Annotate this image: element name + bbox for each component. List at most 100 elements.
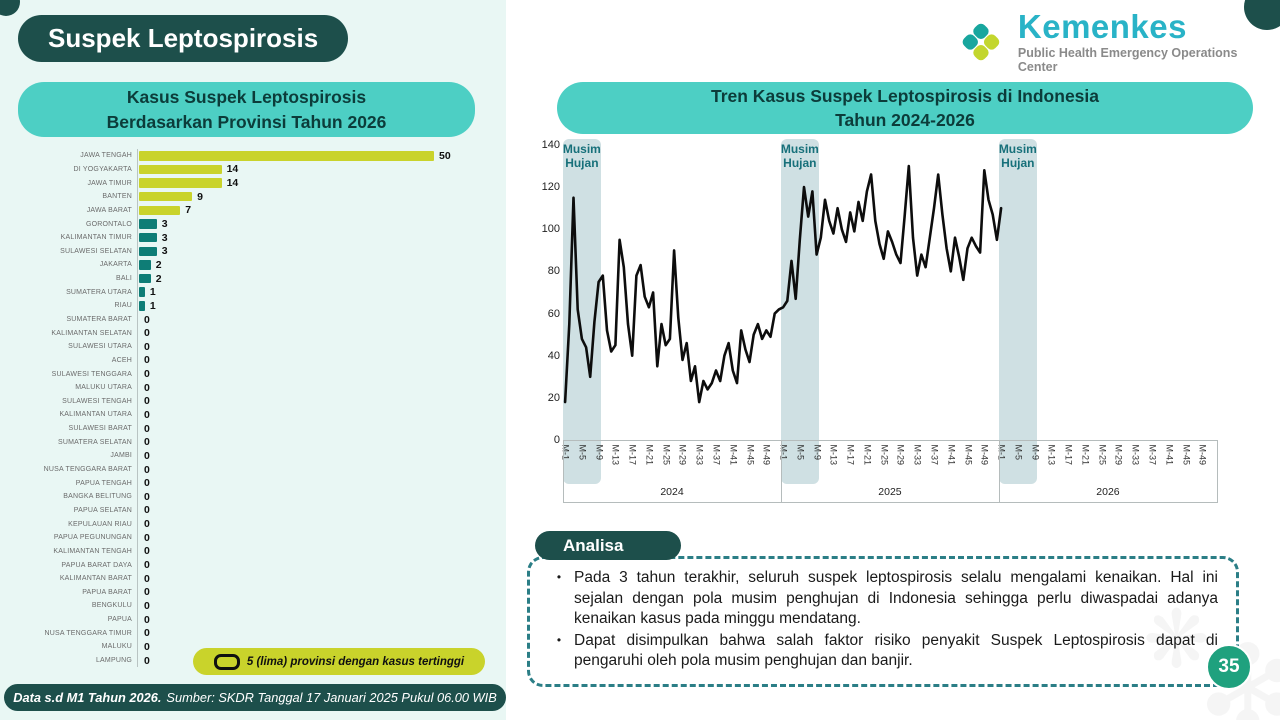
bar-row: BALI 2	[10, 271, 490, 286]
bar-row: SUMATERA SELATAN 0	[10, 435, 490, 450]
bar-value: 0	[144, 381, 150, 394]
bar-value: 3	[161, 231, 168, 244]
page-title: Suspek Leptospirosis	[18, 15, 349, 62]
province-label: KALIMANTAN UTARA	[59, 411, 132, 419]
province-bar	[139, 219, 157, 229]
province-label: MALUKU UTARA	[75, 384, 132, 392]
province-label: BALI	[116, 275, 132, 283]
bar-value: 0	[144, 531, 150, 544]
bar-area: 9	[137, 189, 490, 204]
bar-value: 0	[144, 599, 150, 612]
bar-row: BANGKA BELITUNG 0	[10, 490, 490, 504]
province-label: JAWA BARAT	[86, 206, 132, 214]
data-source-footer: Data s.d M1 Tahun 2026. Sumber: SKDR Tan…	[4, 684, 506, 711]
bar-value: 1	[149, 299, 156, 312]
province-bar	[139, 232, 157, 243]
kemenkes-flower-icon	[962, 23, 1000, 61]
axis-line	[1216, 440, 1218, 503]
bar-row: KALIMANTAN SELATAN 0	[10, 326, 490, 340]
line-chart-title-line2: Tahun 2024-2026	[835, 110, 975, 130]
line-chart-title-line1: Tren Kasus Suspek Leptospirosis di Indon…	[710, 85, 1100, 106]
province-bar	[139, 205, 181, 216]
bar-row: KEPULAUAN RIAU 0	[10, 517, 490, 531]
province-label: SULAWESI BARAT	[68, 425, 132, 433]
musim-hujan-label-line1: Musim	[998, 142, 1037, 156]
bar-row: JAWA TENGAH 50	[10, 149, 490, 163]
y-axis-tick: 0	[553, 434, 560, 446]
year-label: 2024	[660, 486, 684, 498]
bar-row: BANTEN 9	[10, 189, 490, 204]
top5-legend-text: 5 (lima) provinsi dengan kasus tertinggi	[246, 655, 465, 668]
bar-value: 0	[144, 586, 150, 599]
trend-line	[563, 164, 1003, 404]
bar-area: 0	[137, 380, 490, 395]
bar-area: 0	[137, 626, 490, 641]
bar-row: MALUKU 0	[10, 640, 490, 654]
bar-row: GORONTALO 3	[10, 217, 490, 231]
province-label: JAWA TIMUR	[87, 179, 132, 187]
bar-row: NUSA TENGGARA BARAT 0	[10, 462, 490, 477]
province-bar	[139, 178, 222, 188]
province-bar	[139, 151, 434, 161]
bar-value: 0	[144, 572, 150, 585]
virus-watermark: ❋	[1142, 595, 1210, 684]
bar-area: 0	[137, 394, 490, 409]
province-bar-chart: JAWA TENGAH 50 DI YOGYAKARTA 14 JAWA TIMUR 14…	[10, 149, 490, 668]
bar-area: 14	[137, 162, 490, 177]
analysis-bullet: • Pada 3 tahun terakhir, seluruh suspek l…	[544, 568, 1218, 630]
bar-row: JAMBI 0	[10, 449, 490, 463]
bar-value: 0	[144, 490, 150, 503]
analysis-box: • Pada 3 tahun terakhir, seluruh suspek l…	[527, 556, 1239, 687]
bar-area: 2	[137, 258, 490, 272]
bar-area: 0	[137, 640, 490, 654]
analysis-label: Analisa	[535, 531, 681, 560]
axis-line	[780, 440, 782, 503]
bar-row: MALUKU UTARA 0	[10, 380, 490, 395]
province-label: PAPUA PEGUNUNGAN	[53, 534, 132, 542]
bar-row: SULAWESI BARAT 0	[10, 421, 490, 436]
province-label: PAPUA	[107, 616, 132, 624]
bar-value: 2	[155, 272, 162, 285]
bar-area: 0	[137, 490, 490, 504]
musim-hujan-label: Musim Hujan	[768, 142, 832, 171]
bar-area: 3	[137, 230, 490, 245]
musim-hujan-band	[998, 139, 1037, 484]
top5-legend-icon	[213, 653, 240, 670]
bar-row: PAPUA BARAT 0	[10, 585, 490, 600]
province-label: KEPULAUAN RIAU	[68, 520, 132, 528]
province-label: PAPUA BARAT DAYA	[61, 561, 132, 569]
bar-value: 0	[144, 545, 150, 558]
axis-line	[563, 440, 1217, 441]
analysis-bullet-list: • Pada 3 tahun terakhir, seluruh suspek l…	[544, 568, 1218, 672]
bar-value: 1	[149, 286, 156, 299]
trend-line-chart: Musim Hujan Musim Hujan Musim Hujan 0 20 40 60 80 1…	[540, 138, 1255, 513]
bar-row: SULAWESI UTARA 0	[10, 339, 490, 354]
bar-row: BENGKULU 0	[10, 599, 490, 613]
bar-area: 3	[137, 217, 490, 231]
bar-area: 1	[137, 285, 490, 300]
bar-value: 0	[144, 408, 150, 421]
bar-area: 0	[137, 558, 490, 572]
bar-row: JAWA TIMUR 14	[10, 176, 490, 190]
bar-value: 0	[144, 640, 150, 653]
province-label: JAWA TENGAH	[80, 152, 132, 160]
province-label: ACEH	[111, 356, 132, 364]
bullet-dot: •	[556, 570, 562, 584]
bar-value: 0	[144, 613, 150, 626]
bar-value: 0	[144, 449, 150, 462]
province-label: KALIMANTAN BARAT	[59, 575, 132, 583]
musim-hujan-label-line2: Hujan	[565, 155, 599, 170]
bar-value: 14	[226, 163, 239, 176]
page-title-text: Suspek Leptospirosis	[48, 23, 319, 53]
bar-area: 7	[137, 203, 490, 218]
bar-row: KALIMANTAN BARAT 0	[10, 571, 490, 586]
analysis-bullet: • Dapat disimpulkan bahwa salah faktor ri…	[544, 631, 1218, 672]
province-label: KALIMANTAN SELATAN	[51, 329, 132, 337]
bar-row: JAKARTA 2	[10, 258, 490, 272]
bar-value: 50	[439, 149, 451, 162]
bar-area: 1	[137, 299, 490, 313]
bar-row: PAPUA PEGUNUNGAN 0	[10, 530, 490, 545]
year-label: 2025	[878, 486, 902, 498]
bar-row: ACEH 0	[10, 353, 490, 368]
bullet-dot: •	[556, 632, 562, 647]
